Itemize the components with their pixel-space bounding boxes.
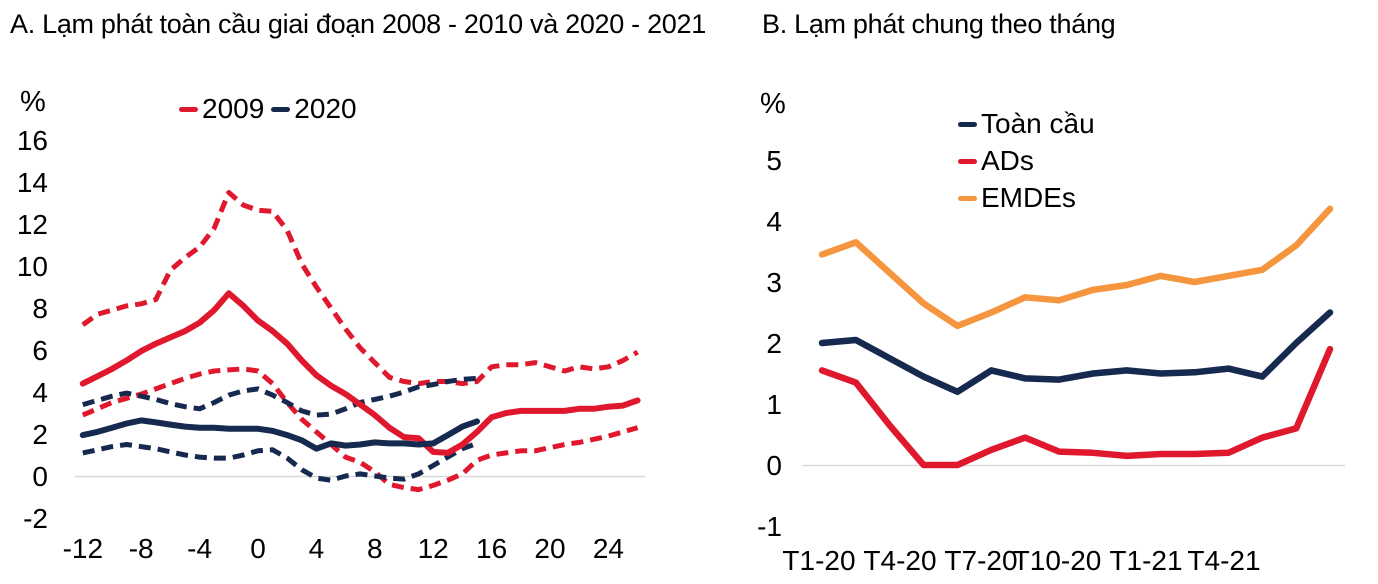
panel-a-x-tick-label: 8 xyxy=(367,533,383,564)
legend-item-toan-cau: Toàn cầu xyxy=(958,108,1095,140)
panel-a-y-tick-label: 16 xyxy=(17,125,48,156)
panel-b-x-tick-label: T1-20 xyxy=(782,545,855,576)
panel-a-legend: 2009 2020 xyxy=(179,93,357,125)
panel-b-y-tick-label: 1 xyxy=(766,389,782,420)
panel-a-x-tick-label: -4 xyxy=(187,533,212,564)
panel-a-x-tick-label: 0 xyxy=(250,533,266,564)
series-2020 xyxy=(79,417,480,452)
panel-a-x-tick-label: 24 xyxy=(593,533,624,564)
legend-marker-ads xyxy=(958,158,977,164)
panel-a-y-tick-label: 0 xyxy=(32,461,48,492)
series-emdes xyxy=(818,205,1334,330)
panel-b-x-tick-label: T4-20 xyxy=(863,545,936,576)
panel-a-y-tick-label: 4 xyxy=(32,377,48,408)
panel-b-y-tick-label: 4 xyxy=(766,206,782,237)
panel-b-x-tick-label: T4-21 xyxy=(1187,545,1260,576)
panel-a-x-tick-label: 12 xyxy=(418,533,449,564)
legend-item-ads: ADs xyxy=(958,145,1095,177)
series-2020-upper-band xyxy=(82,375,478,418)
legend-marker-emdes xyxy=(958,195,977,201)
series-2020-lower-band xyxy=(82,441,478,483)
panel-a-x-tick-label: 4 xyxy=(309,533,325,564)
panel-a-y-tick-label: 12 xyxy=(17,209,48,240)
legend-marker-toan-cau xyxy=(958,121,977,127)
series-ads xyxy=(818,345,1334,469)
panel-a-x-tick-label: 16 xyxy=(476,533,507,564)
panel-b-y-tick-label: -1 xyxy=(757,511,782,542)
panel-b-x-tick-label: T7-20 xyxy=(944,545,1017,576)
panel-a-y-tick-label: 6 xyxy=(32,335,48,366)
panel-a-y-tick-label: 14 xyxy=(17,167,48,198)
panel-a-title: A. Lạm phát toàn cầu giai đoạn 2008 - 20… xyxy=(10,9,706,39)
legend-label-2020: 2020 xyxy=(294,93,357,124)
panel-a-y-tick-label: -2 xyxy=(23,503,48,534)
panel-b-x-tick-label: T10-20 xyxy=(1013,545,1102,576)
series-toàn-cầu xyxy=(818,309,1334,396)
series-2009-upper-band xyxy=(81,190,639,387)
panel-b-y-tick-label: 3 xyxy=(766,267,782,298)
panel-a-y-tick-label: 8 xyxy=(32,293,48,324)
panel-b-y-axis-unit: % xyxy=(760,88,786,120)
panel-b-legend: Toàn cầu ADs EMDEs xyxy=(958,108,1095,214)
panel-a-y-tick-label: 10 xyxy=(17,251,48,282)
panel-a-y-tick-label: 2 xyxy=(32,419,48,450)
legend-marker-2009 xyxy=(179,106,198,112)
panel-a-y-axis-unit: % xyxy=(20,86,46,118)
series-2009-lower-band xyxy=(81,366,639,493)
panel-b-title: B. Lạm phát chung theo tháng xyxy=(762,9,1116,39)
legend-label-2009: 2009 xyxy=(202,93,265,124)
legend-label-emdes: EMDEs xyxy=(981,182,1076,213)
panel-a-x-tick-label: -8 xyxy=(129,533,154,564)
panel-b-x-tick-label: T1-21 xyxy=(1109,545,1182,576)
panel-a-x-tick-label: 20 xyxy=(534,533,565,564)
panel-b-y-tick-label: 0 xyxy=(766,450,782,481)
legend-item-emdes: EMDEs xyxy=(958,182,1095,214)
panel-b-y-tick-label: 2 xyxy=(766,328,782,359)
legend-label-ads: ADs xyxy=(981,145,1034,176)
legend-label-toan-cau: Toàn cầu xyxy=(981,108,1095,139)
panel-a-x-tick-label: -12 xyxy=(63,533,103,564)
series-2009 xyxy=(79,290,641,456)
legend-marker-2020 xyxy=(271,106,291,112)
panel-b-y-tick-label: 5 xyxy=(766,145,782,176)
